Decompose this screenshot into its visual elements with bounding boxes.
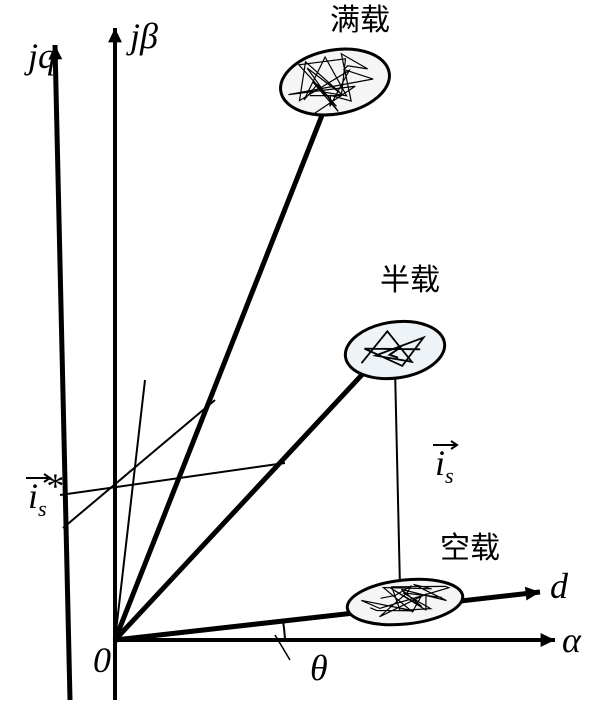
half-load-label: 半载 (380, 264, 440, 297)
is-star-line (63, 400, 215, 528)
vector-line (115, 350, 385, 640)
origin-label: 0 (93, 640, 111, 680)
is-label: is (435, 443, 454, 488)
jbeta-label: jβ (126, 16, 158, 56)
load-ellipse (342, 315, 449, 384)
theta-label: θ (310, 648, 328, 688)
alpha-label: α (562, 620, 582, 660)
full-load-label: 满载 (330, 4, 390, 37)
vector-line (115, 592, 540, 640)
vector-line (55, 45, 70, 700)
jq-label: jq (24, 36, 56, 76)
vector-line (115, 95, 330, 640)
arrowhead (108, 28, 122, 42)
vector-line (395, 368, 400, 588)
no-load-label: 空载 (440, 532, 500, 565)
is-star-label: is* (28, 466, 63, 521)
load-ellipse (275, 41, 394, 123)
load-ellipse (345, 574, 465, 630)
d-label: d (550, 566, 569, 606)
theta-arc (283, 621, 285, 640)
arrowhead (541, 633, 555, 647)
